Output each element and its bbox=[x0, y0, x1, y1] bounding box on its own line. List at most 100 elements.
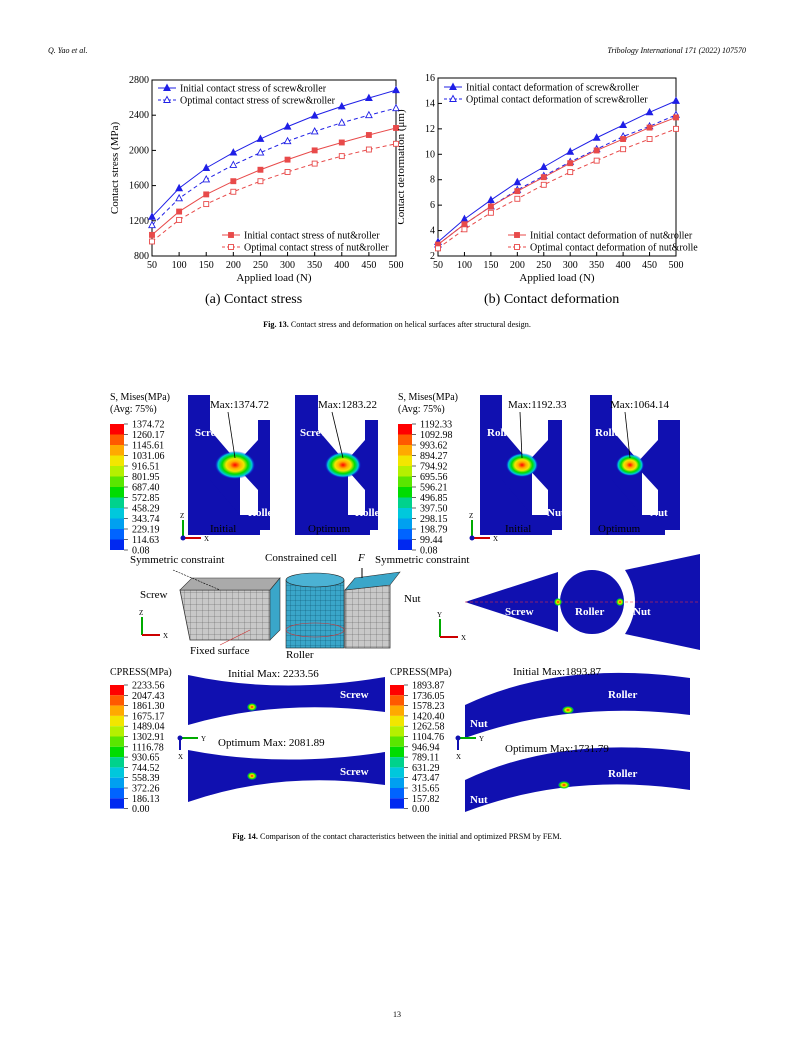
data-point bbox=[163, 83, 171, 91]
colorbar-swatch bbox=[110, 445, 124, 456]
colorbar-value: 572.85 bbox=[132, 493, 160, 504]
colorbar-value: 1893.87 bbox=[412, 681, 445, 692]
colorbar-swatch bbox=[110, 487, 124, 498]
colorbar-value: 1104.76 bbox=[412, 732, 444, 743]
subcaption-b: (b) Contact deformation bbox=[484, 292, 620, 307]
label-roller-section: Roller bbox=[575, 606, 604, 618]
colorbar-value: 1420.40 bbox=[412, 711, 445, 722]
x-tick-label: 400 bbox=[616, 260, 631, 271]
data-point bbox=[175, 193, 184, 202]
label-nut-model: Nut bbox=[404, 593, 421, 605]
svg-text:X: X bbox=[178, 753, 183, 761]
label-roller-c4: Roller bbox=[608, 768, 637, 780]
data-point bbox=[514, 188, 521, 195]
x-tick-label: 350 bbox=[589, 260, 604, 271]
data-point bbox=[566, 147, 575, 155]
colorbar-swatch bbox=[398, 539, 412, 550]
colorbar-swatch bbox=[390, 705, 404, 716]
label-roller-3: Roller bbox=[487, 427, 516, 439]
colorbar-value: 695.56 bbox=[420, 472, 448, 483]
cmax-init-sr: Initial Max: 2233.56 bbox=[228, 668, 319, 680]
data-point bbox=[619, 120, 628, 128]
colorbar-swatch bbox=[398, 466, 412, 477]
colorbar-swatch bbox=[390, 695, 404, 706]
label-nut-1: Nut bbox=[547, 507, 565, 519]
data-point bbox=[539, 162, 548, 170]
data-point bbox=[283, 122, 292, 130]
y-tick-label: 4 bbox=[430, 226, 435, 237]
mises-max-4: Max:1064.14 bbox=[610, 399, 669, 411]
y-tick-label: 10 bbox=[425, 149, 435, 160]
colorbar-value: 1675.17 bbox=[132, 711, 165, 722]
x-tick-label: 300 bbox=[280, 260, 295, 271]
cpress-optimum-nut-roller bbox=[465, 747, 690, 812]
colorbar-value: 946.94 bbox=[412, 742, 440, 753]
data-point bbox=[449, 82, 457, 90]
legend1-title: S, Mises(MPa) bbox=[110, 392, 170, 403]
colorbar-swatch bbox=[110, 788, 124, 799]
x-tick-label: 150 bbox=[483, 260, 498, 271]
y-tick-label: 2 bbox=[430, 251, 435, 262]
legend2-colorbar: 1192.331092.98993.62894.27794.92695.5659… bbox=[398, 420, 453, 557]
label-screw-model: Screw bbox=[140, 589, 168, 601]
colorbar-value: 315.65 bbox=[412, 784, 440, 795]
label-nut-c3: Nut bbox=[470, 718, 488, 730]
label-screw-section: Screw bbox=[505, 606, 534, 618]
y-axis-label: Contact deformation (μm) bbox=[398, 109, 407, 225]
series-line bbox=[437, 116, 677, 245]
x-axis-label: Applied load (N) bbox=[236, 272, 311, 284]
colorbar-value: 1260.17 bbox=[132, 430, 165, 441]
data-point bbox=[311, 147, 318, 154]
legend-label: Initial contact deformation of screw&rol… bbox=[466, 83, 639, 94]
data-point bbox=[203, 191, 210, 198]
data-point bbox=[149, 231, 155, 238]
data-point bbox=[365, 132, 372, 138]
subcaption-a: (a) Contact stress bbox=[205, 292, 303, 307]
x-axis-label: Applied load (N) bbox=[519, 272, 594, 284]
colorbar-value: 894.27 bbox=[420, 451, 448, 462]
data-point bbox=[486, 195, 495, 204]
colorbar-value: 458.29 bbox=[132, 504, 160, 515]
data-point bbox=[673, 114, 679, 121]
cpress-initial-nut-roller bbox=[465, 672, 690, 738]
mises-optimum-screw-roller bbox=[295, 395, 378, 535]
label-roller-2: Roller bbox=[355, 507, 384, 519]
data-point bbox=[228, 244, 234, 250]
colorbar-swatch bbox=[390, 788, 404, 799]
svg-text:X: X bbox=[163, 632, 168, 640]
x-tick-label: 300 bbox=[563, 260, 578, 271]
data-point bbox=[593, 147, 600, 154]
label-constrained-cell: Constrained cell bbox=[265, 552, 337, 564]
x-tick-label: 100 bbox=[457, 260, 472, 271]
series-line bbox=[151, 143, 397, 242]
series-line bbox=[151, 107, 397, 226]
data-point bbox=[148, 212, 156, 220]
colorbar-swatch bbox=[390, 736, 404, 747]
label-screw-c2: Screw bbox=[340, 766, 369, 778]
colorbar-swatch bbox=[390, 685, 404, 696]
plot-frame bbox=[151, 79, 397, 257]
data-point bbox=[310, 111, 319, 119]
legend-label: Optimal contact deformation of screw&rol… bbox=[466, 95, 648, 106]
legend2-title: S, Mises(MPa) bbox=[398, 392, 458, 403]
data-point bbox=[540, 174, 547, 181]
colorbar-swatch bbox=[390, 767, 404, 778]
cmax-opt-sr: Optimum Max: 2081.89 bbox=[218, 737, 325, 749]
colorbar-value: 0.08 bbox=[420, 546, 438, 557]
data-point bbox=[202, 163, 211, 171]
svg-text:Y: Y bbox=[437, 611, 442, 619]
data-point bbox=[337, 101, 346, 110]
fig13-caption-label: Fig. 13. bbox=[263, 320, 289, 329]
data-point bbox=[149, 238, 155, 245]
mises-max-3: Max:1192.33 bbox=[508, 399, 567, 411]
data-point bbox=[392, 103, 400, 112]
data-point bbox=[567, 160, 574, 167]
chart-contact-deformation: 50 100 150 200 250 300 350 400 450 500 2 4 6 8 10 12 14 1… bbox=[398, 73, 698, 284]
plot-frame bbox=[437, 77, 677, 257]
colorbar-swatch bbox=[398, 455, 412, 466]
label-roller-c2: Roller bbox=[210, 793, 239, 805]
label-sym-constraint-right: Symmetric constraint bbox=[375, 554, 469, 566]
data-point bbox=[672, 96, 680, 104]
colorbar-value: 229.19 bbox=[132, 525, 160, 536]
legend-label: Initial contact deformation of nut&rolle… bbox=[530, 231, 693, 242]
